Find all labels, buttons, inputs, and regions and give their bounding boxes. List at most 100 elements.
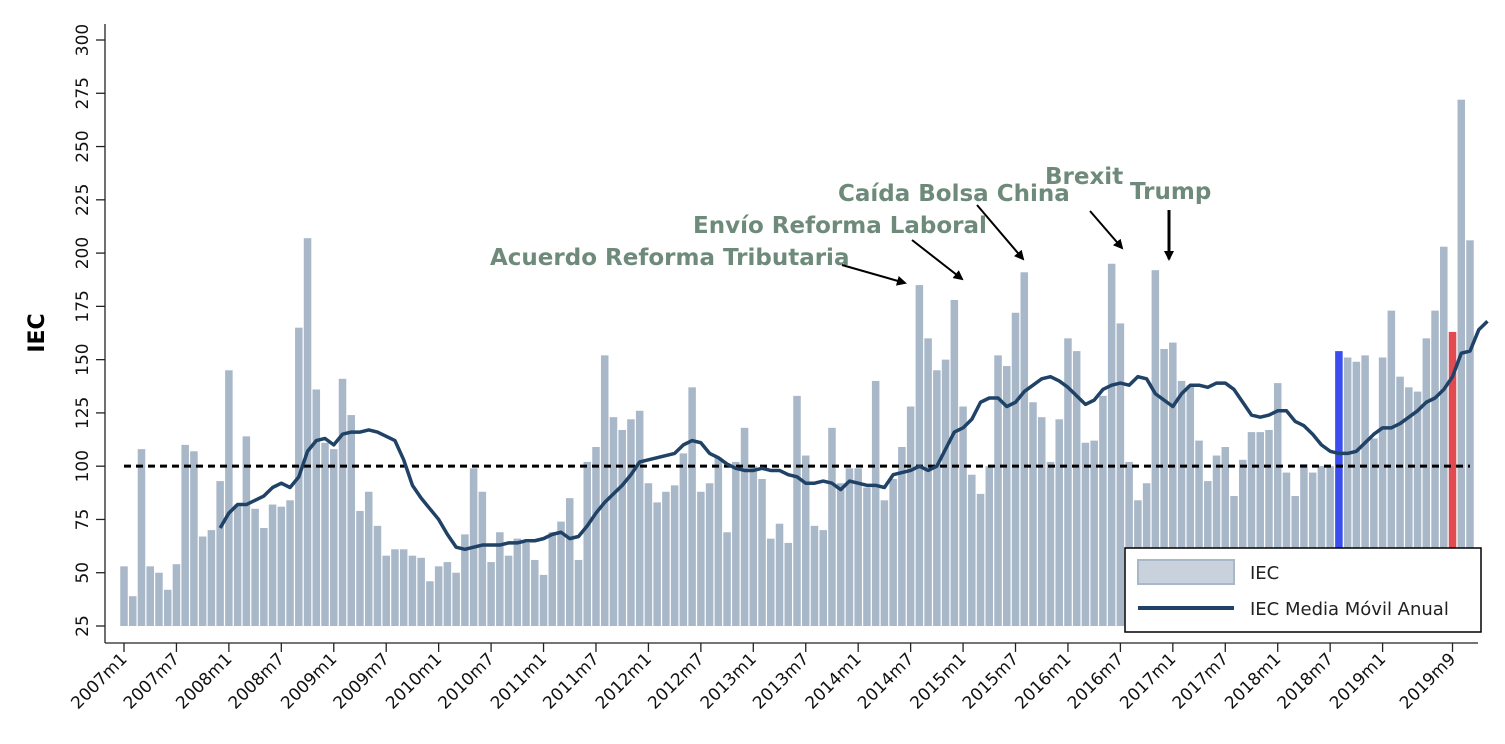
iec-bar	[120, 566, 128, 626]
iec-bar	[531, 559, 539, 626]
y-tick-label: 125	[73, 397, 93, 429]
iec-bar	[356, 510, 364, 626]
y-tick-label: 175	[73, 290, 93, 322]
iec-bar	[714, 457, 723, 626]
iec-bar	[190, 451, 198, 626]
x-tick-label: 2011m7	[539, 649, 603, 713]
iec-bar	[933, 370, 941, 626]
iec-bar	[155, 572, 163, 626]
x-tick-label: 2009m1	[277, 649, 341, 713]
iec-bar	[889, 478, 897, 626]
iec-bar	[1448, 331, 1457, 626]
x-tick-label: 2008m7	[225, 649, 289, 713]
iec-bar	[1405, 387, 1413, 626]
x-tick-label: 2016m1	[1011, 649, 1075, 713]
iec-bar	[1422, 338, 1431, 626]
x-ticks-layer: 2007m12007m72008m12008m72009m12009m72010…	[67, 643, 1460, 713]
annotations: Acuerdo Reforma Tributaria Envío Reforma…	[490, 164, 1211, 286]
iec-bar	[627, 419, 635, 626]
x-tick-label: 2012m7	[644, 649, 708, 713]
iec-bar	[1020, 272, 1029, 626]
arrow-acuerdo-reforma-tributaria	[841, 264, 907, 286]
iec-bar	[198, 536, 207, 626]
iec-bar	[434, 566, 443, 626]
iec-bar	[1011, 312, 1020, 626]
x-tick-label: 2010m7	[435, 649, 499, 713]
annotation-envio-reforma-laboral: Envío Reforma Laboral	[693, 213, 987, 239]
iec-bar	[644, 483, 653, 626]
x-tick-label: 2018m1	[1221, 649, 1285, 713]
iec-bar	[819, 530, 827, 626]
x-tick-label: 2007m7	[120, 649, 184, 713]
iec-bar	[793, 395, 801, 626]
iec-bar	[539, 574, 548, 626]
y-tick-label: 150	[73, 343, 93, 375]
iec-bar	[181, 444, 189, 626]
iec-bar	[1055, 419, 1063, 626]
iec-bar	[985, 466, 994, 626]
iec-bar	[277, 506, 286, 626]
iec-bar	[286, 500, 294, 626]
iec-bar	[1317, 466, 1326, 626]
iec-bar	[338, 378, 347, 626]
iec-bar	[653, 502, 661, 626]
iec-bar	[1072, 351, 1081, 626]
iec-bar	[1431, 310, 1439, 626]
iec-bar	[1238, 459, 1247, 626]
iec-bar	[330, 449, 338, 626]
iec-bar	[399, 549, 408, 626]
iec-bar	[207, 530, 216, 626]
iec-bar	[801, 455, 810, 626]
iec-bar	[600, 355, 609, 626]
iec-bar	[426, 581, 434, 626]
y-tick-label: 250	[73, 130, 93, 162]
iec-bar	[137, 449, 146, 626]
iec-bar	[163, 589, 172, 626]
iec-bar	[1046, 461, 1055, 626]
iec-bar	[662, 491, 670, 626]
y-axis-title: IEC	[25, 313, 50, 352]
iec-bar	[1300, 464, 1308, 626]
x-tick-label: 2015m1	[907, 649, 971, 713]
iec-bar	[1352, 361, 1361, 626]
iec-bar	[618, 429, 626, 626]
iec-bar	[994, 355, 1002, 626]
iec-bar	[749, 466, 758, 626]
annotation-brexit: Brexit	[1045, 164, 1123, 190]
iec-bar	[1064, 338, 1072, 626]
x-tick-label: 2016m7	[1064, 649, 1128, 713]
iec-bar	[504, 555, 513, 626]
x-tick-label: 2007m1	[67, 649, 131, 713]
iec-bar	[1440, 246, 1448, 626]
iec-bar	[1195, 440, 1203, 626]
iec-bar	[670, 485, 679, 626]
iec-bar	[1037, 417, 1046, 626]
iec-bar	[1265, 429, 1273, 626]
arrow-caida-bolsa-china	[976, 204, 1025, 261]
annotation-caida-bolsa-china: Caída Bolsa China	[838, 181, 1070, 207]
legend-label-iec: IEC	[1250, 563, 1279, 584]
x-tick-label: 2009m7	[330, 649, 394, 713]
x-tick-label: 2013m1	[697, 649, 761, 713]
iec-bar	[959, 406, 967, 626]
iec-bar	[347, 415, 356, 626]
iec-bar	[784, 542, 793, 626]
iec-bar	[233, 504, 242, 626]
iec-bar	[1029, 402, 1037, 626]
iec-bar	[1370, 438, 1378, 626]
y-tick-label: 25	[73, 615, 93, 637]
iec-bar	[775, 523, 784, 626]
x-tick-label: 2011m1	[487, 649, 551, 713]
iec-bar	[1125, 461, 1133, 626]
iec-bar	[216, 481, 224, 626]
annotation-acuerdo-reforma-tributaria: Acuerdo Reforma Tributaria	[490, 245, 849, 271]
iec-bar	[1212, 455, 1221, 626]
x-tick-label: 2014m7	[854, 649, 918, 713]
iec-bar	[740, 427, 749, 626]
iec-bar	[758, 478, 766, 626]
iec-bar	[767, 538, 775, 626]
iec-bar	[1466, 240, 1474, 626]
iec-bar	[478, 491, 487, 626]
iec-bar	[968, 474, 976, 626]
iec-bar	[1090, 440, 1098, 626]
